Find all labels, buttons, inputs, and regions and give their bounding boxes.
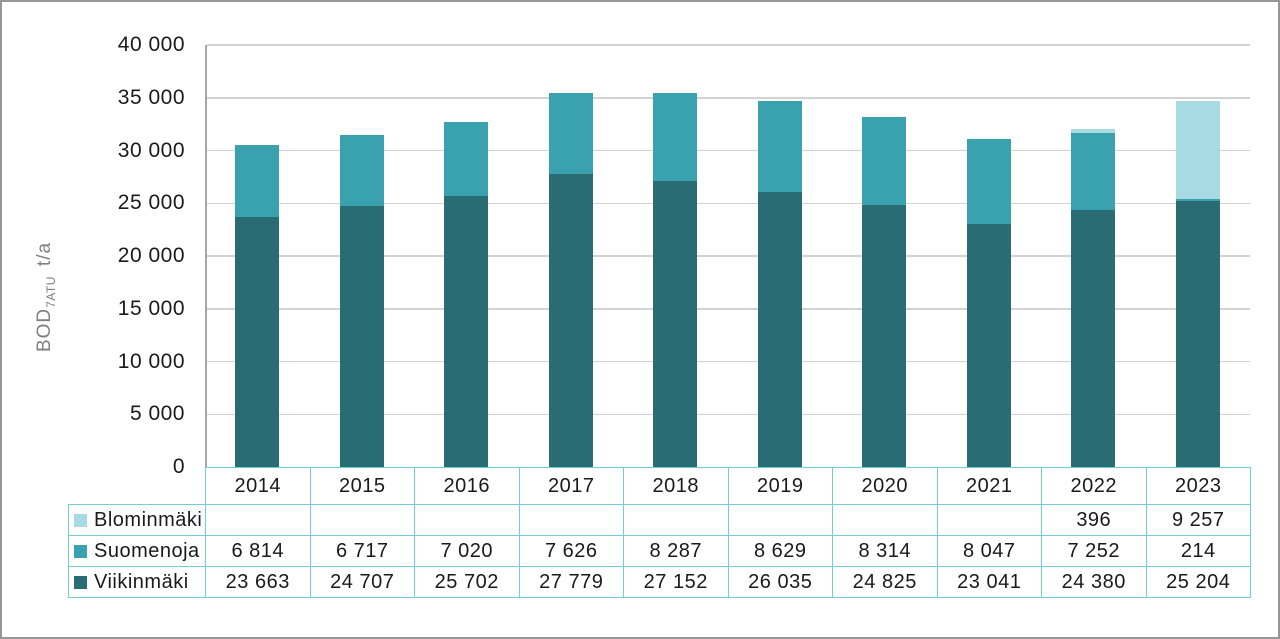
y-tick-label-40000: 40 000 [117, 33, 185, 56]
table-row-suomenoja: Suomenoja 6 814 6 717 7 020 7 626 8 287 8 629 8… [68, 535, 1251, 567]
year-header-2017: 2017 [518, 467, 624, 505]
gridline-5000 [207, 413, 1250, 415]
gridline-40000 [207, 44, 1250, 46]
bar-segment-viikinmaki-2016 [444, 195, 489, 467]
y-tick-label-0: 0 [172, 455, 185, 478]
value-cell-viikinmaki-2022: 24 380 [1041, 566, 1147, 598]
y-tick-label-20000: 20 000 [117, 244, 185, 267]
bar-segment-blominmaki-2022 [1071, 129, 1116, 134]
value-cell-viikinmaki-2015: 24 707 [309, 566, 415, 598]
gridline-20000 [207, 255, 1250, 257]
bar-segment-suomenoja-2015 [339, 135, 384, 207]
bar-segment-suomenoja-2018 [653, 93, 698, 181]
bar-segment-suomenoja-2014 [235, 145, 280, 218]
bar-segment-viikinmaki-2018 [653, 180, 698, 467]
value-cell-suomenoja-2023: 214 [1145, 535, 1251, 567]
bar-segment-blominmaki-2023 [1175, 101, 1220, 199]
value-cell-blominmaki-2020 [832, 504, 938, 536]
value-cell-suomenoja-2018: 8 287 [623, 535, 729, 567]
bar-segment-viikinmaki-2014 [235, 217, 280, 467]
table-corner-empty [68, 467, 206, 505]
bar-segment-viikinmaki-2021 [966, 223, 1011, 467]
bar-segment-suomenoja-2016 [444, 121, 489, 196]
value-cell-viikinmaki-2018: 27 152 [623, 566, 729, 598]
value-cell-suomenoja-2014: 6 814 [205, 535, 311, 567]
value-cell-blominmaki-2019 [727, 504, 833, 536]
gridline-25000 [207, 202, 1250, 204]
bar-segment-suomenoja-2019 [757, 101, 802, 193]
y-tick-label-15000: 15 000 [117, 296, 185, 320]
year-header-2014: 2014 [205, 467, 311, 505]
value-cell-blominmaki-2017 [518, 504, 624, 536]
table-row-viikinmaki: Viikinmäki 23 663 24 707 25 702 27 779 27 152… [68, 566, 1251, 598]
year-header-2019: 2019 [727, 467, 833, 505]
y-tick-label-5000: 5 000 [129, 402, 185, 426]
y-tick-label-25000: 25 000 [117, 191, 185, 215]
legend-swatch-suomenoja [74, 544, 87, 558]
value-cell-viikinmaki-2020: 24 825 [832, 566, 938, 598]
value-cell-suomenoja-2016: 7 020 [414, 535, 520, 567]
value-cell-viikinmaki-2023: 25 204 [1145, 566, 1251, 598]
y-axis-line [205, 45, 207, 467]
year-header-2016: 2016 [414, 467, 520, 505]
gridline-30000 [207, 149, 1250, 152]
bar-segment-suomenoja-2023 [1175, 198, 1220, 202]
value-cell-viikinmaki-2016: 25 702 [414, 566, 520, 598]
value-cell-blominmaki-2014 [205, 504, 311, 536]
year-header-2018: 2018 [623, 467, 729, 505]
year-header-2020: 2020 [832, 467, 938, 505]
value-cell-suomenoja-2021: 8 047 [936, 535, 1042, 567]
legend-cell-viikinmaki: Viikinmäki [68, 566, 206, 598]
value-cell-viikinmaki-2019: 26 035 [727, 566, 833, 598]
value-cell-suomenoja-2017: 7 626 [518, 535, 624, 567]
value-cell-blominmaki-2018 [623, 504, 729, 536]
y-tick-label-35000: 35 000 [117, 85, 185, 109]
value-cell-blominmaki-2015 [309, 504, 415, 536]
bar-segment-suomenoja-2021 [966, 139, 1011, 224]
value-cell-viikinmaki-2021: 23 041 [936, 566, 1042, 598]
value-cell-blominmaki-2022: 396 [1041, 504, 1147, 536]
bar-segment-viikinmaki-2017 [548, 173, 593, 467]
legend-label-viikinmaki: Viikinmäki [94, 570, 189, 593]
legend-cell-blominmaki: Blominmäki [68, 504, 206, 536]
legend-swatch-blominmaki [74, 513, 87, 527]
bar-segment-viikinmaki-2020 [862, 205, 907, 467]
data-table: 2014 2015 2016 2017 2018 2019 2020 2021 2022 2023… [68, 467, 1251, 598]
value-cell-blominmaki-2023: 9 257 [1145, 504, 1251, 536]
value-cell-suomenoja-2020: 8 314 [832, 535, 938, 567]
gridline-35000 [207, 97, 1250, 99]
year-header-2022: 2022 [1041, 467, 1147, 505]
value-cell-suomenoja-2022: 7 252 [1041, 535, 1147, 567]
legend-label-suomenoja: Suomenoja [94, 539, 200, 562]
bar-segment-suomenoja-2022 [1071, 133, 1116, 210]
year-header-2021: 2021 [936, 467, 1042, 505]
legend-swatch-viikinmaki [74, 575, 87, 589]
bar-segment-suomenoja-2020 [862, 117, 907, 206]
y-tick-label-30000: 30 000 [117, 138, 185, 162]
plot-area [205, 44, 1250, 467]
value-cell-viikinmaki-2017: 27 779 [518, 566, 624, 598]
year-header-2023: 2023 [1145, 467, 1251, 505]
gridline-10000 [207, 360, 1250, 363]
gridline-15000 [207, 308, 1250, 310]
year-header-2015: 2015 [309, 467, 415, 505]
legend-label-blominmaki: Blominmäki [94, 508, 203, 531]
bar-segment-viikinmaki-2023 [1175, 201, 1220, 467]
legend-cell-suomenoja: Suomenoja [68, 535, 206, 567]
value-cell-blominmaki-2016 [414, 504, 520, 536]
bar-segment-viikinmaki-2022 [1071, 209, 1116, 467]
bar-segment-suomenoja-2017 [548, 93, 593, 174]
bar-segment-viikinmaki-2015 [339, 206, 384, 467]
value-cell-viikinmaki-2014: 23 663 [205, 566, 311, 598]
value-cell-suomenoja-2019: 8 629 [727, 535, 833, 567]
y-tick-label-10000: 10 000 [117, 349, 185, 373]
bar-segment-viikinmaki-2019 [757, 192, 802, 467]
value-cell-blominmaki-2021 [936, 504, 1042, 536]
table-row-blominmaki: Blominmäki 396 9 257 [68, 504, 1251, 536]
value-cell-suomenoja-2015: 6 717 [309, 535, 415, 567]
